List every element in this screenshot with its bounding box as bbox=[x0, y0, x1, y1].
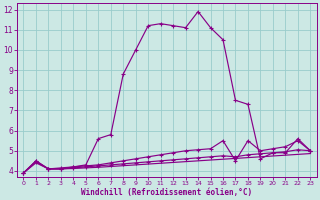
X-axis label: Windchill (Refroidissement éolien,°C): Windchill (Refroidissement éolien,°C) bbox=[81, 188, 252, 197]
